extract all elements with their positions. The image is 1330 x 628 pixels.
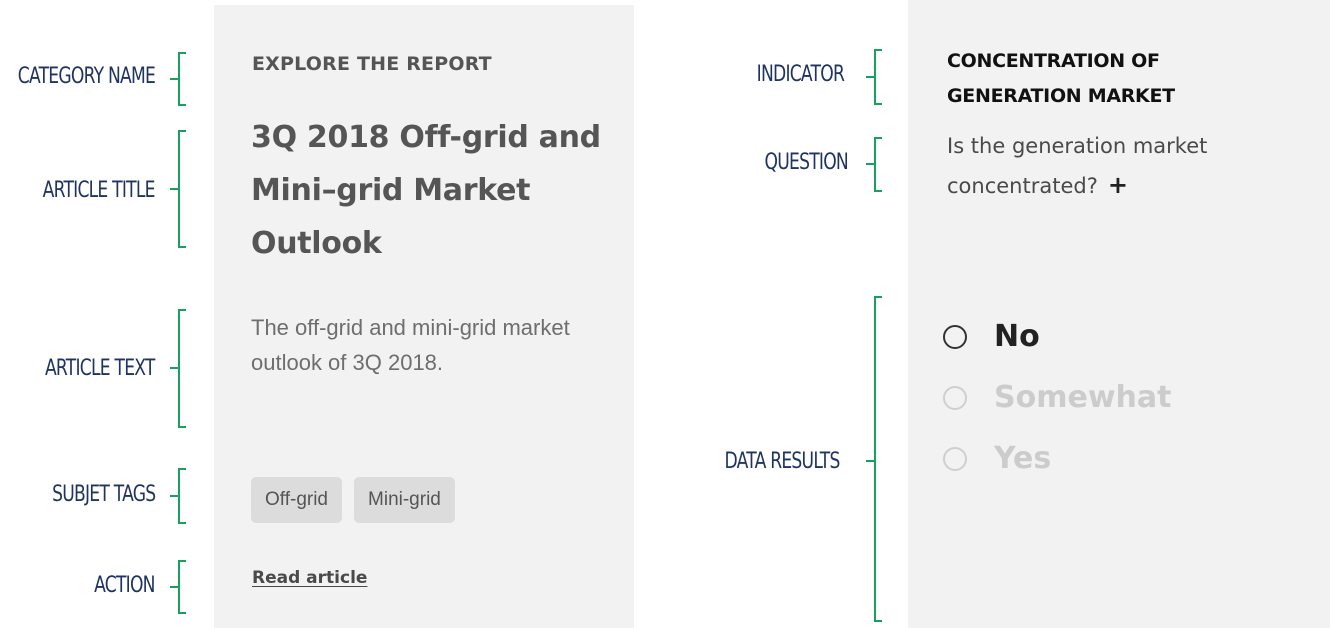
bracket-action (178, 560, 186, 614)
annotation-question: QUESTION (764, 150, 849, 175)
article-card: EXPLORE THE REPORT 3Q 2018 Off-grid and … (214, 5, 634, 628)
bracket-subject-tags (178, 468, 186, 524)
tag-mini-grid[interactable]: Mini-grid (354, 477, 455, 523)
annotation-indicator: INDICATOR (756, 62, 845, 87)
option-label: No (994, 319, 1040, 354)
option-label: Somewhat (994, 380, 1172, 415)
subject-tags: Off-grid Mini-grid (251, 477, 455, 523)
read-article-link[interactable]: Read article (252, 568, 368, 588)
tag-off-grid[interactable]: Off-grid (251, 477, 343, 523)
data-results: No Somewhat Yes (943, 306, 1171, 489)
annotation-category-name: CATEGORY NAME (17, 64, 156, 89)
expand-plus-icon[interactable]: + (1107, 171, 1128, 199)
radio-circle-icon[interactable] (943, 385, 967, 410)
category-name: EXPLORE THE REPORT (252, 53, 492, 75)
indicator-card: CONCENTRATION OF GENERATION MARKET Is th… (908, 0, 1330, 628)
article-title[interactable]: 3Q 2018 Off-grid and Mini–grid Market Ou… (251, 120, 601, 261)
bracket-article-text (178, 309, 186, 428)
annotation-data-results: DATA RESULTS (724, 449, 841, 474)
question-text: Is the generation market concentrated? + (947, 127, 1267, 206)
annotation-article-title: ARTICLE TITLE (42, 178, 156, 203)
bracket-article-title (178, 130, 186, 248)
option-yes[interactable]: Yes (943, 428, 1171, 489)
option-label: Yes (994, 441, 1052, 476)
bracket-category-name (178, 52, 186, 106)
option-somewhat[interactable]: Somewhat (943, 367, 1171, 428)
bracket-question (874, 137, 882, 192)
annotation-action: ACTION (94, 573, 155, 598)
bracket-data-results (874, 296, 882, 622)
radio-circle-icon[interactable] (943, 324, 967, 349)
question-label: Is the generation market concentrated? (947, 134, 1208, 198)
bracket-indicator (874, 49, 882, 105)
option-no[interactable]: No (943, 306, 1171, 367)
article-text: The off-grid and mini-grid market outloo… (251, 315, 570, 375)
annotation-subject-tags: SUBJET TAGS (51, 482, 156, 507)
indicator-title: CONCENTRATION OF GENERATION MARKET (947, 50, 1175, 107)
radio-circle-icon[interactable] (943, 446, 967, 471)
annotation-article-text: ARTICLE TEXT (45, 356, 155, 381)
